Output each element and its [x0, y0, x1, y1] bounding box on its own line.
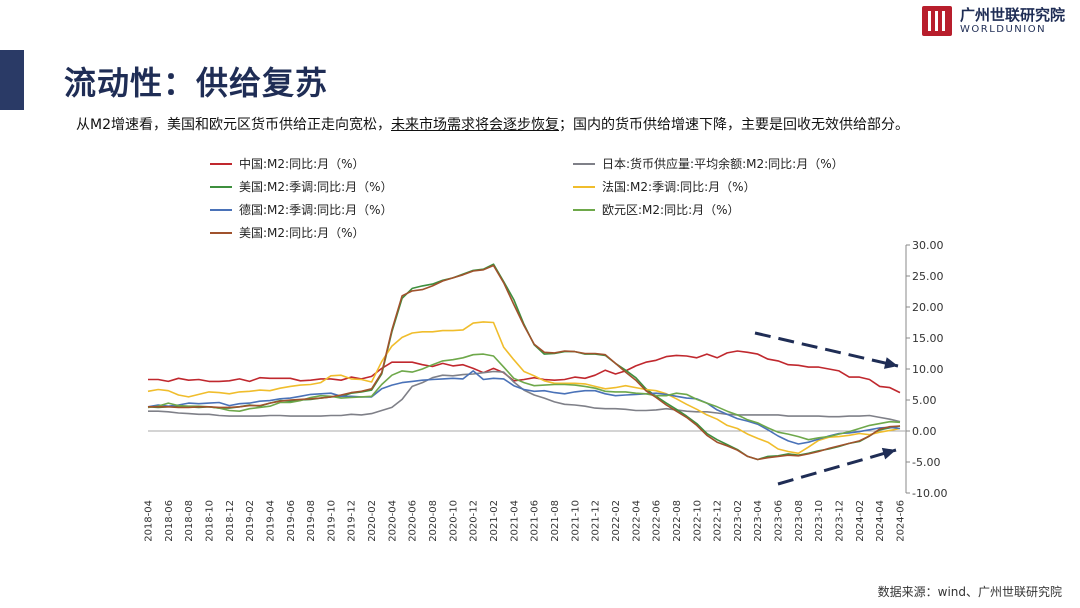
x-tick-label: 2019-06	[286, 500, 297, 542]
x-tick-label: 2022-02	[611, 500, 622, 542]
x-tick-label: 2024-06	[896, 500, 907, 542]
title-accent-bar	[0, 50, 24, 110]
x-tick-label: 2020-12	[469, 500, 480, 542]
x-tick-label: 2019-04	[265, 500, 276, 542]
y-tick-label: 0.00	[912, 425, 937, 438]
y-tick-label: 10.00	[912, 363, 944, 376]
x-tick-label: 2018-04	[144, 500, 155, 542]
x-tick-label: 2020-06	[408, 500, 419, 542]
legend-label: 日本:货币供应量:平均余额:M2:同比:月（%）	[602, 156, 844, 171]
x-tick-label: 2023-02	[733, 500, 744, 542]
x-tick-label: 2020-04	[387, 500, 398, 542]
down-trend-arrow-head	[883, 357, 898, 369]
legend-label: 中国:M2:同比:月（%）	[239, 156, 365, 171]
logo-name-en: WORLDUNION	[960, 24, 1047, 35]
data-source: 数据来源：wind、广州世联研究院	[877, 585, 1062, 599]
y-tick-label: 20.00	[912, 301, 944, 314]
x-tick-label: 2018-10	[204, 500, 215, 542]
x-tick-label: 2020-10	[448, 500, 459, 542]
trend-arrows	[754, 331, 899, 486]
x-tick-label: 2021-12	[591, 500, 602, 542]
x-tick-label: 2022-06	[652, 500, 663, 542]
down-trend-arrow-shaft	[754, 331, 899, 368]
series-line	[147, 370, 901, 445]
x-tick-label: 2022-10	[692, 500, 703, 542]
series-line	[147, 321, 901, 455]
legend-label: 美国:M2:同比:月（%）	[239, 226, 365, 240]
legend-label: 欧元区:M2:同比:月（%）	[602, 203, 740, 217]
page-subtitle: 从M2增速看，美国和欧元区货币供给正走向宽松，未来市场需求将会逐步恢复；国内的货…	[76, 114, 909, 134]
x-tick-label: 2019-10	[326, 500, 337, 542]
x-tick-label: 2020-08	[428, 500, 439, 542]
y-tick-label: 5.00	[912, 394, 937, 407]
x-tick-label: 2022-12	[713, 500, 724, 542]
logo-icon	[922, 6, 952, 36]
y-axis-labels: 30.00 25.00 20.00 15.00 10.00 5.00 0.00 -5.00 -1…	[906, 239, 947, 500]
subtitle-highlight: 未来市场需求将会逐步恢复	[391, 117, 559, 133]
x-axis-labels: 2018-04 2018-06 2018-08 2018-10 2018-12 2019-…	[144, 500, 907, 542]
subtitle-part-3: ；国内的货币供给增速下降，主要是回收无效供给部分。	[559, 117, 909, 133]
x-tick-label: 2022-08	[672, 500, 683, 542]
legend-label: 美国:M2:季调:同比:月（%）	[239, 180, 393, 194]
x-tick-label: 2023-04	[753, 500, 764, 542]
x-tick-label: 2023-12	[835, 500, 846, 542]
x-tick-label: 2021-10	[570, 500, 581, 542]
x-tick-label: 2019-02	[245, 500, 256, 542]
series-line	[147, 353, 901, 441]
x-tick-label: 2021-04	[509, 500, 520, 542]
x-tick-label: 2021-02	[489, 500, 500, 542]
page-title: 流动性：供给复苏	[64, 64, 329, 102]
legend-label: 法国:M2:季调:同比:月（%）	[602, 180, 756, 194]
up-trend-arrow-shaft	[777, 448, 897, 486]
y-tick-label: 30.00	[912, 239, 944, 252]
x-tick-label: 2023-10	[814, 500, 825, 542]
y-tick-label: 15.00	[912, 332, 944, 345]
series-line	[148, 264, 901, 461]
x-tick-label: 2019-08	[306, 500, 317, 542]
brand-logo: 广州世联研究院 WORLDUNION	[922, 4, 1072, 38]
x-tick-label: 2021-06	[530, 500, 541, 542]
series-line	[148, 350, 901, 394]
series-line	[147, 263, 901, 461]
x-tick-label: 2024-02	[855, 500, 866, 542]
logo-name-cn: 广州世联研究院	[960, 6, 1066, 24]
plot-area	[147, 245, 907, 493]
x-tick-label: 2024-04	[875, 500, 886, 542]
x-tick-label: 2023-06	[774, 500, 785, 542]
x-tick-label: 2020-02	[367, 500, 378, 542]
up-trend-arrow-head	[881, 447, 896, 460]
x-tick-label: 2021-08	[550, 500, 561, 542]
x-tick-label: 2023-08	[794, 500, 805, 542]
x-tick-label: 2018-08	[184, 500, 195, 542]
y-tick-label: -5.00	[912, 456, 940, 469]
x-tick-label: 2019-12	[347, 500, 358, 542]
y-tick-label: 25.00	[912, 270, 944, 283]
chart-legend: 中国:M2:同比:月（%） 日本:货币供应量:平均余额:M2:同比:月（%） 美国:…	[210, 156, 844, 240]
subtitle-part-1: 从M2增速看，美国和欧元区货币供给正走向宽松，	[76, 117, 391, 133]
y-tick-label: -10.00	[912, 487, 947, 500]
x-tick-label: 2018-12	[225, 500, 236, 542]
x-tick-label: 2022-04	[631, 500, 642, 542]
x-tick-label: 2018-06	[164, 500, 175, 542]
legend-label: 德国:M2:季调:同比:月（%）	[239, 202, 393, 217]
